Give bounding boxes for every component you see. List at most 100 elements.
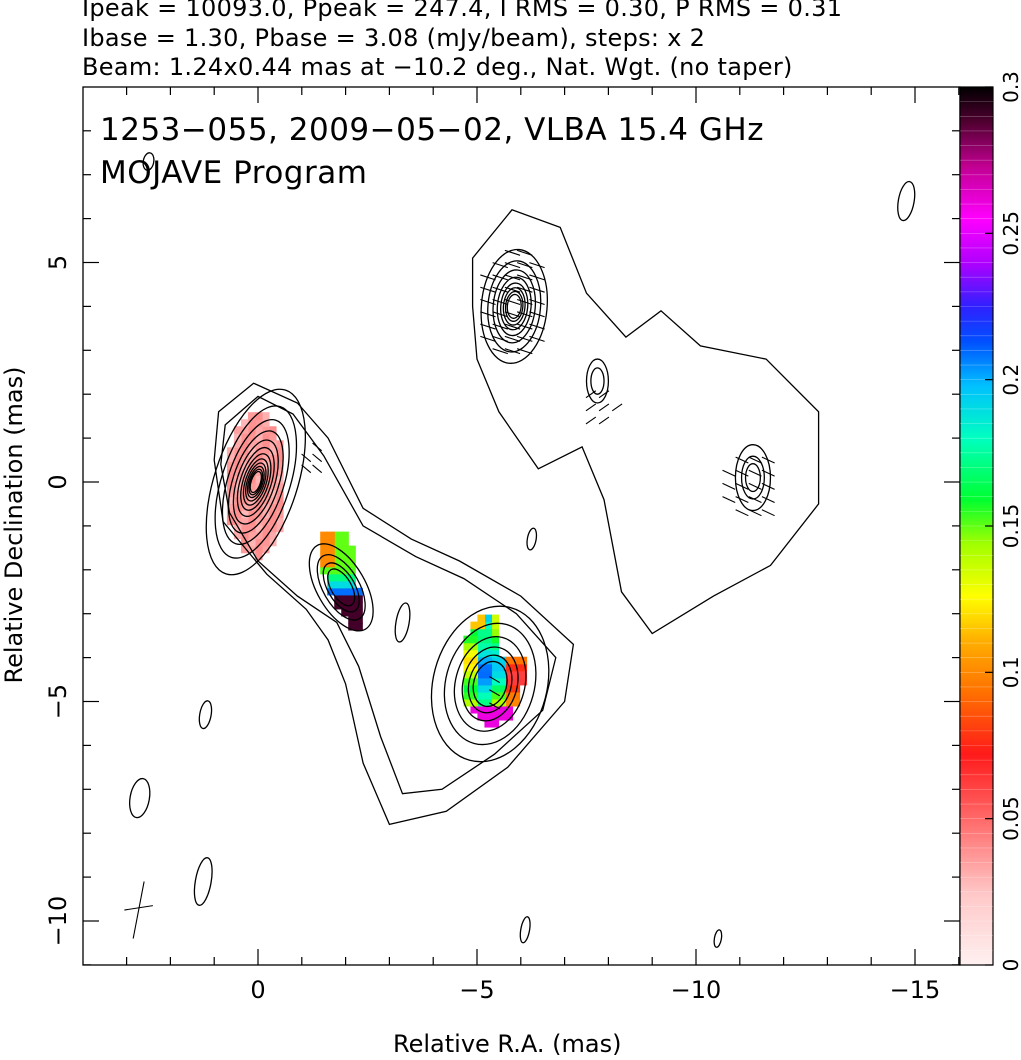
pol-pixel bbox=[470, 670, 479, 679]
pol-pixel bbox=[505, 691, 514, 700]
y-tick-label: 0 bbox=[44, 474, 72, 489]
pol-pixel bbox=[233, 524, 242, 533]
evpa-tick bbox=[748, 482, 762, 490]
pol-pixel bbox=[254, 510, 263, 519]
evpa-tick bbox=[480, 311, 496, 318]
pol-pixel bbox=[240, 482, 249, 491]
pol-pixel bbox=[233, 440, 242, 448]
pol-pixel bbox=[254, 433, 263, 441]
pol-pixel bbox=[254, 475, 263, 484]
pol-pixel bbox=[334, 531, 342, 540]
pol-pixel bbox=[341, 608, 349, 617]
pol-pixel bbox=[463, 656, 472, 665]
pol-pixel bbox=[261, 531, 270, 540]
pol-pixel bbox=[254, 461, 263, 469]
plot-area bbox=[124, 152, 916, 948]
pol-pixel bbox=[477, 642, 486, 651]
pol-pixel bbox=[233, 531, 242, 540]
pol-pixel bbox=[477, 677, 486, 686]
pol-pixel bbox=[498, 670, 507, 679]
pol-pixel bbox=[268, 468, 277, 477]
evpa-ticks bbox=[124, 249, 775, 939]
evpa-tick bbox=[735, 456, 749, 464]
pol-pixel bbox=[261, 538, 270, 547]
pol-pixel bbox=[327, 566, 335, 575]
noise-contour bbox=[526, 527, 538, 551]
pol-pixel bbox=[498, 656, 507, 665]
colorbar-tick-label: 0.2 bbox=[999, 364, 1021, 396]
pol-pixel bbox=[519, 670, 528, 679]
pol-pixel bbox=[268, 517, 277, 526]
evpa-tick bbox=[480, 286, 496, 293]
pol-pixel bbox=[226, 475, 235, 484]
core-contour bbox=[205, 388, 307, 576]
pol-pixel bbox=[348, 587, 356, 596]
pol-pixel bbox=[484, 719, 493, 728]
pol-pixel bbox=[233, 482, 242, 491]
pol-pixel bbox=[247, 419, 256, 427]
pol-pixel bbox=[254, 503, 263, 512]
pol-pixel bbox=[240, 454, 249, 462]
pol-pixel bbox=[477, 621, 486, 630]
evpa-tick bbox=[598, 416, 610, 425]
pol-pixel bbox=[268, 503, 277, 512]
evpa-tick bbox=[480, 335, 496, 342]
pol-pixel bbox=[327, 587, 335, 596]
pol-pixel bbox=[505, 684, 514, 693]
pol-pixel bbox=[491, 621, 500, 630]
core-contour bbox=[248, 468, 264, 496]
evpa-tick bbox=[761, 496, 775, 504]
header-line-1: Ipeak = 10093.0, Ppeak = 247.4, I RMS = … bbox=[82, 0, 843, 22]
pol-pixel bbox=[348, 552, 356, 561]
pol-pixel bbox=[327, 580, 335, 589]
pol-pixel bbox=[275, 468, 284, 477]
pol-pixel bbox=[470, 656, 479, 665]
evpa-tick bbox=[492, 286, 508, 293]
pol-pixel bbox=[261, 545, 270, 554]
evpa-tick bbox=[585, 403, 597, 412]
pol-pixel bbox=[240, 517, 249, 526]
x-tick-label: 0 bbox=[250, 976, 265, 1004]
outer-north-contour bbox=[502, 287, 526, 326]
pol-pixel bbox=[505, 677, 514, 686]
pol-pixel bbox=[484, 642, 493, 651]
pol-pixel bbox=[498, 712, 507, 721]
pol-pixel bbox=[484, 712, 493, 721]
pol-pixel bbox=[505, 670, 514, 679]
pol-pixel bbox=[240, 531, 249, 540]
pol-pixel bbox=[348, 608, 356, 617]
pol-pixel bbox=[348, 601, 356, 610]
pol-pixel bbox=[512, 670, 521, 679]
evpa-tick bbox=[516, 249, 533, 256]
pol-pixel bbox=[355, 587, 363, 596]
pol-pixel bbox=[491, 656, 500, 665]
pol-pixel bbox=[334, 573, 342, 582]
noise-contour bbox=[897, 180, 916, 222]
pol-pixel bbox=[348, 545, 356, 554]
pol-pixel bbox=[477, 614, 486, 623]
jet-envelope-outer bbox=[213, 382, 575, 826]
core-contour bbox=[240, 453, 272, 511]
noise-contour bbox=[198, 700, 213, 730]
evpa-tick bbox=[489, 676, 500, 684]
outer-middle-contour bbox=[585, 358, 610, 404]
outer-lobe-contour bbox=[471, 209, 820, 635]
pol-pixel bbox=[491, 649, 500, 658]
pol-pixel bbox=[261, 419, 270, 427]
pol-pixel bbox=[327, 538, 335, 547]
pol-pixel bbox=[484, 649, 493, 658]
pol-pixel bbox=[463, 691, 472, 700]
evpa-tick bbox=[492, 335, 508, 342]
pol-pixel bbox=[341, 573, 349, 582]
colorbar-tick-label: 0.3 bbox=[999, 71, 1021, 103]
core-contour bbox=[227, 430, 284, 534]
pol-pixel bbox=[348, 594, 356, 603]
pol-pixel bbox=[491, 628, 500, 637]
pol-pixel bbox=[320, 559, 328, 568]
polarization-map bbox=[226, 412, 528, 728]
pol-pixel bbox=[240, 426, 249, 434]
pol-pixel bbox=[261, 440, 270, 448]
pol-pixel bbox=[334, 587, 342, 596]
pol-pixel bbox=[484, 663, 493, 672]
pol-pixel bbox=[233, 426, 242, 434]
